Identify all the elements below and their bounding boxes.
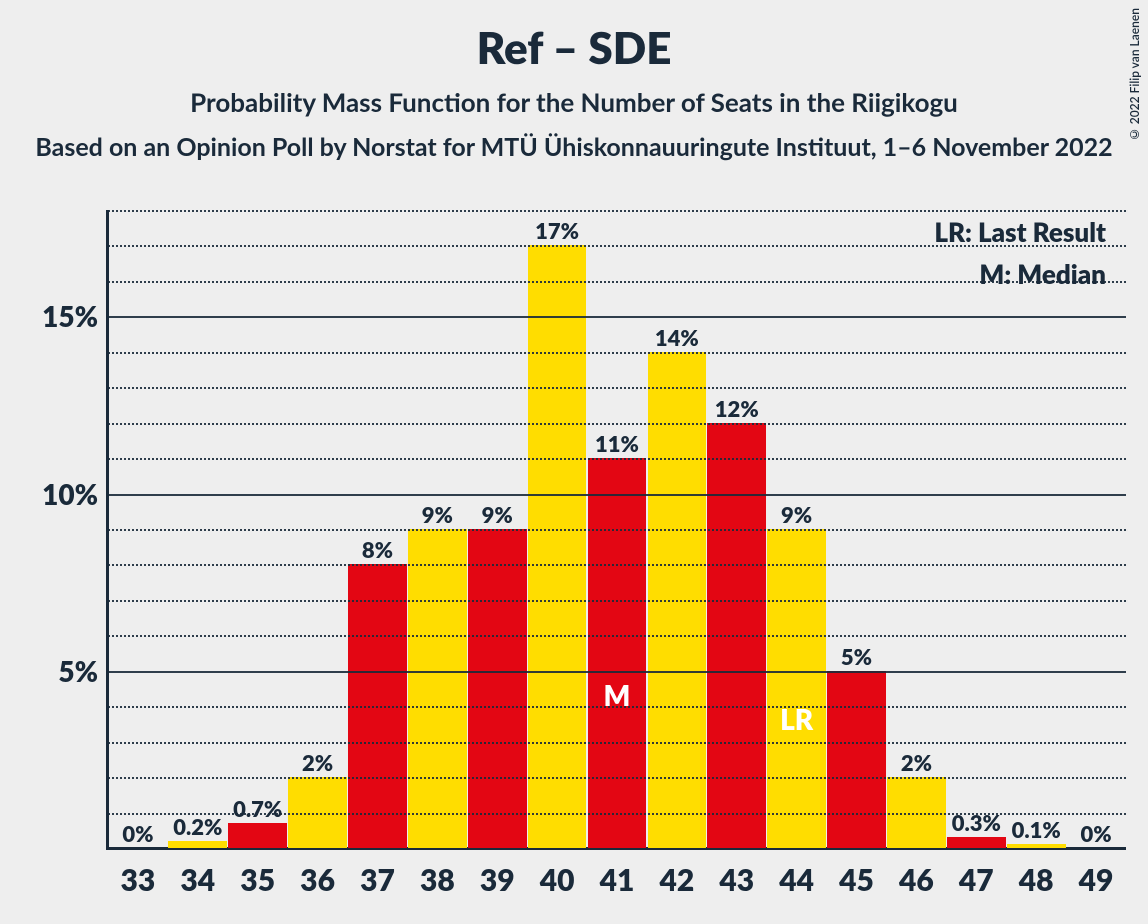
gridline-minor — [108, 600, 1126, 602]
gridline-minor — [108, 742, 1126, 744]
bar-value-label: 9% — [408, 501, 467, 528]
gridline-minor — [108, 281, 1126, 283]
x-tick-label: 35 — [240, 862, 275, 898]
y-tick-label: 10% — [36, 477, 98, 511]
x-tick-label: 48 — [1019, 862, 1054, 898]
gridline-major — [108, 494, 1126, 496]
gridline-minor — [108, 813, 1126, 815]
gridline-minor — [108, 423, 1126, 425]
bar-47: 0.3% — [947, 837, 1006, 848]
gridline-minor — [108, 635, 1126, 637]
gridline-minor — [108, 245, 1126, 247]
bar-45: 5% — [827, 671, 886, 848]
bar-48: 0.1% — [1007, 844, 1066, 848]
bar-value-label: 2% — [887, 749, 946, 776]
x-tick-label: 34 — [180, 862, 215, 898]
gridline-major — [108, 671, 1126, 673]
x-tick-label: 49 — [1079, 862, 1114, 898]
x-tick-label: 33 — [121, 862, 156, 898]
bar-value-label: 0.2% — [168, 813, 227, 840]
x-tick-label: 38 — [420, 862, 455, 898]
gridline-minor — [108, 564, 1126, 566]
bar-value-label: 9% — [767, 501, 826, 528]
page-root: © 2022 Filip van Laenen Ref – SDE Probab… — [0, 0, 1148, 924]
bar-value-label: 0.1% — [1007, 816, 1066, 843]
y-tick-label: 15% — [36, 299, 98, 333]
x-tick-label: 45 — [839, 862, 874, 898]
bar-value-label: 17% — [528, 217, 587, 244]
bar-value-label: 14% — [648, 324, 707, 351]
chart-area: LR: Last Result M: Median 0%0.2%0.7%2%8%… — [36, 210, 1136, 910]
gridline-minor — [108, 529, 1126, 531]
bar-38: 9% — [408, 529, 467, 848]
gridline-minor — [108, 210, 1126, 212]
gridline-major — [108, 316, 1126, 318]
gridline-minor — [108, 706, 1126, 708]
x-tick-label: 40 — [540, 862, 575, 898]
bar-value-label: 0% — [109, 820, 168, 847]
bar-34: 0.2% — [168, 841, 227, 848]
x-tick-label: 37 — [360, 862, 395, 898]
gridline-minor — [108, 777, 1126, 779]
bar-41: 11%M — [588, 458, 647, 848]
x-tick-label: 43 — [719, 862, 754, 898]
bar-35: 0.7% — [228, 823, 287, 848]
x-tick-label: 46 — [899, 862, 934, 898]
y-tick-label: 5% — [36, 654, 98, 688]
x-tick-label: 41 — [600, 862, 635, 898]
bar-value-label: 9% — [468, 501, 527, 528]
copyright-text: © 2022 Filip van Laenen — [1127, 8, 1142, 142]
x-tick-label: 44 — [779, 862, 814, 898]
x-tick-label: 47 — [959, 862, 994, 898]
bar-value-label: 8% — [348, 536, 407, 563]
chart-title: Ref – SDE — [0, 22, 1148, 74]
bar-value-label: 5% — [827, 643, 886, 670]
bar-value-label: 0.7% — [228, 795, 287, 822]
gridline-minor — [108, 387, 1126, 389]
titles-block: Ref – SDE Probability Mass Function for … — [0, 0, 1148, 162]
x-tick-label: 42 — [659, 862, 694, 898]
x-tick-label: 36 — [300, 862, 335, 898]
gridline-minor — [108, 352, 1126, 354]
bar-44: 9%LR — [767, 529, 826, 848]
bar-value-label: 11% — [588, 430, 647, 457]
bar-value-label: 2% — [288, 749, 347, 776]
bar-value-label: 12% — [707, 395, 766, 422]
chart-subtitle2: Based on an Opinion Poll by Norstat for … — [0, 132, 1148, 162]
bar-39: 9% — [468, 529, 527, 848]
gridline-minor — [108, 458, 1126, 460]
chart-subtitle: Probability Mass Function for the Number… — [0, 86, 1148, 118]
bar-40: 17% — [528, 245, 587, 848]
x-tick-label: 39 — [480, 862, 515, 898]
bar-value-label: 0% — [1067, 820, 1126, 847]
